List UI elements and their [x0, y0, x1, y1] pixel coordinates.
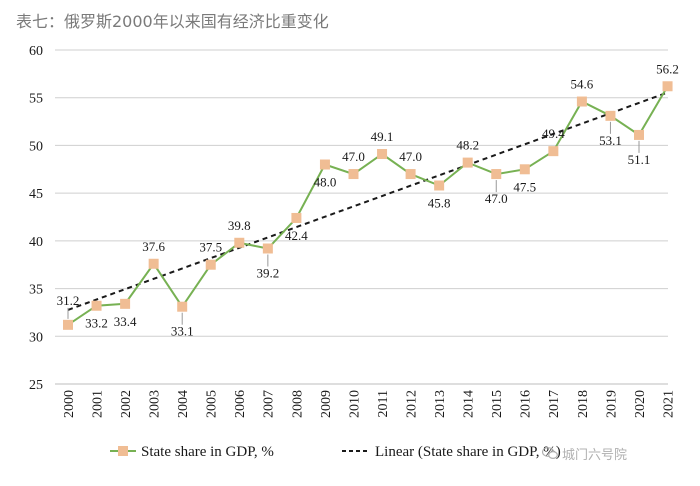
wechat-icon	[542, 446, 558, 459]
data-label: 33.1	[171, 324, 194, 339]
x-tick-label: 2012	[405, 390, 420, 418]
series-state-share	[63, 81, 673, 330]
data-labels: 31.2 33.2 33.4 37.6 33.1 37.5 39.8 39.2 42.4 48.0…	[57, 61, 679, 338]
data-point-marker	[576, 96, 587, 107]
data-point-marker	[63, 319, 73, 330]
data-label: 54.6	[571, 77, 594, 92]
data-point-marker	[605, 110, 616, 121]
x-tick-label: 2019	[604, 390, 619, 418]
legend-item-series: State share in GDP, %	[110, 444, 274, 460]
data-point-marker	[319, 159, 330, 170]
x-tick-label: 2005	[205, 390, 220, 418]
data-label: 51.1	[628, 152, 651, 167]
data-label: 31.2	[57, 293, 80, 308]
data-point-marker	[348, 169, 359, 180]
x-tick-label: 2018	[576, 390, 591, 418]
label-leaders	[67, 121, 640, 325]
data-label: 45.8	[428, 196, 451, 211]
data-point-marker	[120, 298, 131, 309]
data-point-marker	[91, 300, 102, 311]
x-tick-label: 2008	[290, 390, 305, 418]
data-label: 39.2	[256, 265, 279, 280]
watermark-text: 城门六号院	[562, 447, 628, 463]
legend-trend-label: Linear (State share in GDP, %)	[375, 444, 561, 460]
data-label: 47.5	[513, 179, 536, 194]
x-tick-label: 2017	[547, 390, 562, 418]
series-line	[67, 85, 669, 326]
data-label: 39.8	[228, 218, 251, 233]
watermark: 城门六号院	[542, 444, 628, 463]
x-tick-label: 2001	[90, 390, 105, 418]
data-label: 48.2	[456, 138, 479, 153]
x-tick-label: 2006	[233, 390, 248, 418]
x-tick-label: 2007	[262, 390, 277, 418]
data-label: 47.0	[342, 149, 365, 164]
y-tick-label: 50	[29, 139, 43, 154]
data-label: 53.1	[599, 133, 622, 148]
x-tick-label: 2003	[148, 390, 163, 418]
y-tick-label: 25	[29, 378, 43, 393]
y-tick-label: 60	[29, 44, 43, 59]
x-tick-label: 2015	[490, 390, 505, 418]
y-tick-label: 55	[29, 92, 43, 107]
data-label: 48.0	[314, 175, 337, 190]
data-label: 47.0	[399, 149, 422, 164]
data-point-marker	[405, 169, 416, 180]
x-tick-label: 2000	[62, 390, 77, 418]
page-title: 表七：俄罗斯2000年以来国有经济比重变化	[16, 12, 329, 31]
data-point-marker	[148, 258, 159, 269]
x-tick-label: 2021	[661, 390, 676, 418]
x-tick-label: 2010	[347, 390, 362, 418]
gridlines	[55, 49, 668, 337]
data-point-marker	[634, 129, 644, 140]
legend-series-label: State share in GDP, %	[141, 444, 274, 460]
data-point-marker	[205, 259, 216, 270]
data-label: 37.6	[142, 239, 165, 254]
data-point-marker	[662, 81, 673, 92]
x-axis-ticks: 2000 2001 2002 2003 2004 2005 2006 2007 2008 2009…	[62, 390, 677, 418]
x-tick-label: 2016	[519, 390, 534, 418]
data-point-marker	[291, 212, 302, 223]
data-label: 47.0	[485, 191, 508, 206]
y-tick-label: 45	[29, 187, 43, 202]
data-point-marker	[262, 243, 273, 254]
y-tick-label: 35	[29, 283, 43, 298]
data-label: 37.5	[199, 240, 222, 255]
data-label: 49.4	[542, 126, 565, 141]
data-point-marker	[377, 149, 388, 160]
x-tick-label: 2011	[376, 390, 391, 417]
y-tick-label: 40	[29, 235, 43, 250]
legend-item-trendline: Linear (State share in GDP, %)	[342, 444, 561, 460]
data-label: 33.2	[85, 316, 108, 331]
data-point-marker	[491, 169, 502, 180]
data-point-marker	[177, 301, 188, 312]
data-label: 33.4	[114, 314, 137, 329]
data-label: 42.4	[285, 228, 308, 243]
x-tick-label: 2009	[319, 390, 334, 418]
x-tick-label: 2002	[119, 390, 134, 418]
data-point-marker	[434, 180, 445, 191]
data-point-marker	[519, 164, 530, 175]
data-label: 49.1	[371, 129, 394, 144]
data-point-marker	[462, 157, 473, 168]
x-tick-label: 2020	[633, 390, 648, 418]
legend-series-marker	[118, 446, 128, 456]
x-tick-label: 2013	[433, 390, 448, 418]
trendline	[67, 91, 668, 311]
y-axis-ticks: 25 30 35 40 45 50 55 60	[29, 44, 43, 393]
data-label: 56.2	[656, 61, 679, 76]
data-point-marker	[548, 146, 559, 157]
x-tick-label: 2004	[176, 390, 191, 418]
legend: State share in GDP, % Linear (State shar…	[110, 444, 561, 460]
y-tick-label: 30	[29, 330, 43, 345]
trendline-path	[67, 91, 668, 311]
x-tick-label: 2014	[462, 390, 477, 418]
data-point-marker	[234, 237, 245, 248]
